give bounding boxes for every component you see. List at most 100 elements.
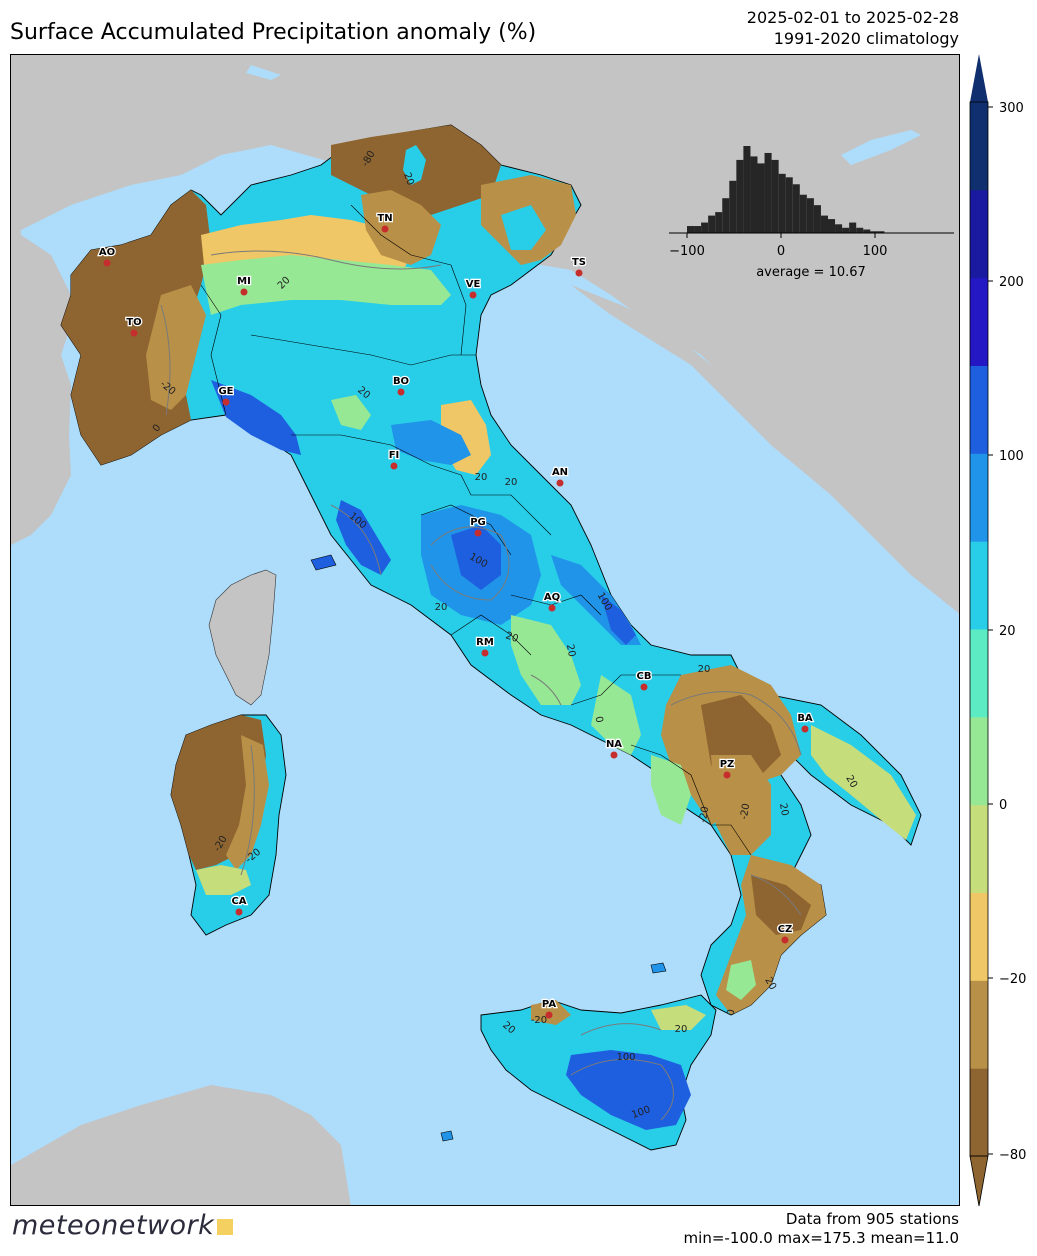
city-marker bbox=[222, 398, 230, 406]
city-label: RM bbox=[476, 637, 494, 648]
colorbar-band bbox=[970, 804, 988, 893]
date-range: 2025-02-01 to 2025-02-28 bbox=[746, 8, 959, 27]
histogram-bar bbox=[694, 226, 702, 233]
city-marker bbox=[381, 225, 389, 233]
histogram-bar bbox=[701, 222, 709, 233]
colorbar-band bbox=[970, 716, 988, 806]
colorbar-tick-label: 100 bbox=[999, 449, 1024, 464]
italy-mainland bbox=[60, 124, 922, 1016]
colorbar-tick-label: 300 bbox=[999, 101, 1024, 116]
city-label: PG bbox=[470, 517, 486, 528]
histogram-bar bbox=[863, 229, 871, 233]
colorbar-min-arrow bbox=[969, 1155, 989, 1207]
contour-label: 20 bbox=[698, 664, 711, 675]
region-borders bbox=[200, 204, 752, 856]
city-marker bbox=[397, 388, 405, 396]
histogram-bar bbox=[856, 227, 864, 233]
city-marker bbox=[556, 479, 564, 487]
city-marker bbox=[548, 604, 556, 612]
colorbar-max-arrow bbox=[970, 54, 988, 102]
station-count: Data from 905 stations bbox=[785, 1210, 959, 1228]
colorbar-band bbox=[970, 102, 988, 191]
precipitation-map: −100 0 100 average = 10.67 -80 20 20 -20 0 20 20… bbox=[10, 54, 960, 1206]
histogram-bar bbox=[757, 163, 765, 233]
colorbar-tick-label: −80 bbox=[999, 1148, 1026, 1163]
histogram-bar bbox=[715, 212, 723, 233]
histogram-tick-label: −100 bbox=[669, 244, 705, 259]
colorbar-band bbox=[970, 189, 988, 279]
contour-label: -20 bbox=[739, 803, 753, 821]
city-marker bbox=[469, 291, 477, 299]
city-label: GE bbox=[218, 386, 233, 397]
histogram-bar bbox=[778, 173, 786, 233]
histogram-bar bbox=[835, 224, 843, 233]
histogram-tick-label: 100 bbox=[863, 244, 888, 259]
city-marker bbox=[390, 462, 398, 470]
city-marker bbox=[575, 269, 583, 277]
contour-label: 0 bbox=[151, 422, 164, 434]
city-marker bbox=[474, 529, 482, 537]
city-marker bbox=[130, 329, 138, 337]
sicily bbox=[480, 994, 717, 1151]
city-marker bbox=[640, 683, 648, 691]
city-label: BA bbox=[797, 713, 813, 724]
histogram-bar bbox=[842, 227, 850, 233]
city-label: CA bbox=[231, 896, 246, 907]
histogram-average: average = 10.67 bbox=[756, 265, 866, 280]
city-label: TS bbox=[572, 257, 586, 268]
city-marker bbox=[103, 259, 111, 267]
map-title: Surface Accumulated Precipitation anomal… bbox=[10, 20, 537, 45]
city-label: FI bbox=[389, 450, 400, 461]
contour-lines bbox=[160, 250, 802, 1121]
contour-label: 20 bbox=[777, 802, 790, 816]
colorbar-band bbox=[970, 980, 988, 1069]
colorbar-tick-label: −20 bbox=[999, 972, 1026, 987]
contour-label: 100 bbox=[616, 1052, 635, 1063]
histogram-bar bbox=[820, 215, 828, 233]
histogram-bar bbox=[736, 159, 744, 233]
histogram-inset: −100 0 100 average = 10.67 bbox=[669, 146, 954, 280]
histogram-bar bbox=[849, 222, 857, 233]
histogram-bar bbox=[750, 156, 758, 233]
histogram-bar bbox=[828, 219, 836, 233]
colorbar-tick-label: 0 bbox=[999, 798, 1007, 813]
city-label: VE bbox=[466, 279, 481, 290]
colorbar-band bbox=[970, 365, 988, 454]
histogram-bar bbox=[813, 205, 821, 233]
histogram-bar bbox=[792, 184, 800, 233]
histogram-bar bbox=[687, 226, 695, 233]
contour-label: 0 bbox=[592, 715, 604, 723]
colorbar-tick-label: 200 bbox=[999, 275, 1024, 290]
meteonetwork-logo: meteonetwork bbox=[12, 1210, 234, 1241]
city-label: AN bbox=[552, 467, 568, 478]
climatology-label: 1991-2020 climatology bbox=[773, 29, 959, 48]
histogram-bar bbox=[722, 198, 730, 233]
contour-label: -20 bbox=[531, 1015, 547, 1026]
city-label: PZ bbox=[720, 759, 735, 770]
station-stats: min=-100.0 max=175.3 mean=11.0 bbox=[683, 1229, 959, 1247]
colorbar-tick-label: 20 bbox=[999, 624, 1016, 639]
histogram-bar bbox=[785, 177, 793, 233]
city-label: NA bbox=[606, 739, 622, 750]
city-layer: AO TO MI GE TN VE TS BO FI AN PG AQ RM CB NA BA PZ CZ CA PA bbox=[98, 212, 814, 1019]
contour-label: 20 bbox=[435, 602, 448, 613]
histogram-bar bbox=[764, 152, 772, 233]
city-marker bbox=[801, 725, 809, 733]
histogram-bar bbox=[708, 215, 716, 233]
histogram-bar bbox=[870, 231, 878, 233]
colorbar-band bbox=[970, 541, 988, 630]
contour-label: 0 bbox=[726, 1008, 738, 1016]
histogram-bar bbox=[743, 146, 751, 233]
contour-label: -20 bbox=[698, 806, 712, 824]
city-label: TN bbox=[377, 213, 392, 224]
city-label: MI bbox=[237, 276, 251, 287]
city-label: BO bbox=[393, 376, 409, 387]
city-marker bbox=[545, 1011, 553, 1019]
colorbar-band bbox=[970, 453, 988, 542]
foreign-land bbox=[11, 55, 959, 1205]
city-marker bbox=[610, 751, 618, 759]
histogram-bar bbox=[877, 231, 885, 233]
period-info: 2025-02-01 to 2025-02-28 1991-2020 clima… bbox=[747, 7, 959, 49]
colorbar-band bbox=[970, 892, 988, 981]
